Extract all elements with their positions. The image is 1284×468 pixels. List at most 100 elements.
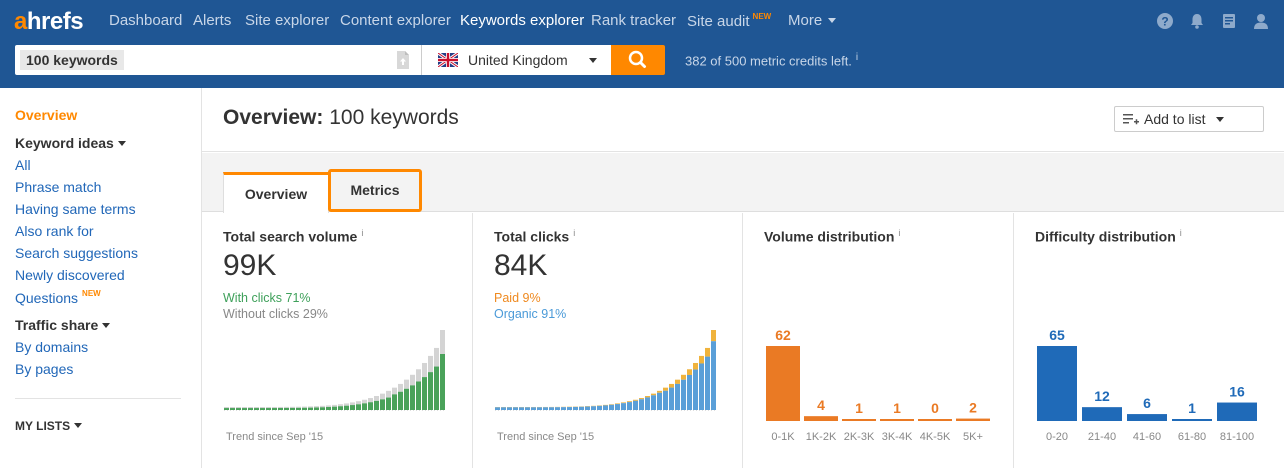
trend-bar-primary <box>272 408 277 410</box>
trend-bar-primary <box>537 407 542 410</box>
info-icon[interactable]: i <box>1179 228 1182 238</box>
trend-bar-secondary <box>242 406 247 409</box>
trend-bar-secondary <box>428 355 433 373</box>
trend-bar-primary <box>579 406 584 410</box>
card-title: Total clicks i <box>494 228 576 245</box>
trend-bar-primary <box>645 397 650 410</box>
bar[interactable] <box>1217 402 1257 421</box>
trend-bar-primary <box>356 404 361 410</box>
with-clicks-stat: With clicks 71% <box>223 291 311 305</box>
bar[interactable] <box>804 416 838 421</box>
my-lists-toggle[interactable]: MY LISTS <box>15 419 83 433</box>
bar-value-label: 0 <box>931 400 939 416</box>
info-icon[interactable]: i <box>855 52 859 63</box>
info-icon[interactable]: i <box>898 228 901 238</box>
sidebar-item-newly-discovered[interactable]: Newly discovered <box>15 267 125 283</box>
info-icon[interactable]: i <box>573 228 576 238</box>
bar[interactable] <box>1127 414 1167 421</box>
add-to-list-button[interactable]: Add to list <box>1114 106 1264 132</box>
sidebar-item-overview[interactable]: Overview <box>15 107 78 123</box>
nav-rank-tracker[interactable]: Rank tracker <box>591 12 677 29</box>
card-title: Volume distribution i <box>764 228 901 245</box>
trend-bar-secondary <box>404 379 409 389</box>
bar-value-label: 1 <box>1188 400 1196 416</box>
bar[interactable] <box>1172 419 1212 421</box>
bar[interactable] <box>1082 407 1122 421</box>
sidebar-item-all[interactable]: All <box>15 157 31 173</box>
keywords-chip[interactable]: 100 keywords <box>20 50 124 70</box>
trend-bar-secondary <box>308 406 313 408</box>
trend-bar-primary <box>561 407 566 410</box>
chevron-down-icon <box>1216 117 1224 122</box>
book-icon[interactable] <box>1219 11 1239 31</box>
bell-icon[interactable] <box>1187 11 1207 31</box>
trend-bar-secondary <box>386 390 391 398</box>
keywords-input[interactable]: 100 keywords <box>15 45 421 75</box>
sidebar-item-search-suggestions[interactable]: Search suggestions <box>15 245 138 261</box>
bar[interactable] <box>956 418 990 421</box>
tab-metrics[interactable]: Metrics <box>328 169 422 212</box>
trend-bar-secondary <box>224 407 229 409</box>
bar[interactable] <box>842 419 876 421</box>
trend-bar-primary <box>320 407 325 410</box>
trend-bar-secondary <box>398 383 403 392</box>
sidebar-section-keyword-ideas[interactable]: Keyword ideas <box>15 135 126 151</box>
trend-bar-primary <box>242 408 247 410</box>
bar-value-label: 6 <box>1143 395 1151 411</box>
nav-more[interactable]: More <box>788 12 837 29</box>
search-volume-trend-chart <box>224 330 446 411</box>
help-icon[interactable]: ? <box>1155 11 1175 31</box>
country-select[interactable]: United Kingdom <box>421 45 611 75</box>
nav-alerts[interactable]: Alerts <box>193 12 232 29</box>
user-icon[interactable] <box>1251 11 1271 31</box>
sidebar-item-also-rank-for[interactable]: Also rank for <box>15 223 94 239</box>
trend-bar-primary <box>525 407 530 410</box>
upload-file-icon[interactable] <box>396 50 410 70</box>
trend-bar-secondary <box>326 405 331 408</box>
main-content: Overview: 100 keywords Add to list Overv… <box>202 88 1284 468</box>
trend-bar-primary <box>440 354 445 410</box>
card-title: Total search volume i <box>223 228 364 245</box>
trend-bar-primary <box>675 383 680 410</box>
trend-bar-primary <box>663 390 668 410</box>
sidebar-section-traffic-share[interactable]: Traffic share <box>15 317 111 333</box>
trend-bar-primary <box>513 407 518 410</box>
trend-bar-primary <box>681 379 686 410</box>
sidebar-item-by-domains[interactable]: By domains <box>15 339 89 355</box>
bar[interactable] <box>880 419 914 421</box>
category-label: 41-60 <box>1133 431 1161 443</box>
category-label: 1K-2K <box>806 431 837 443</box>
bar[interactable] <box>766 346 800 421</box>
bar[interactable] <box>918 419 952 421</box>
nav-site-audit[interactable]: Site audit NEW <box>687 12 772 30</box>
category-label: 4K-5K <box>920 431 951 443</box>
sidebar-item-questions[interactable]: Questions NEW <box>15 289 101 306</box>
tab-overview[interactable]: Overview <box>223 172 329 213</box>
info-icon[interactable]: i <box>361 228 364 238</box>
trend-bar-primary <box>501 407 506 410</box>
trend-bar-primary <box>627 402 632 410</box>
trend-bar-secondary <box>350 402 355 406</box>
trend-bar-secondary <box>284 406 289 408</box>
chevron-down-icon <box>589 58 597 63</box>
trend-bar-secondary <box>278 406 283 409</box>
nav-keywords-explorer[interactable]: Keywords explorer <box>460 12 585 29</box>
nav-content-explorer[interactable]: Content explorer <box>340 12 451 29</box>
sidebar-item-by-pages[interactable]: By pages <box>15 361 74 377</box>
bar-value-label: 1 <box>893 400 901 416</box>
trend-bar-primary <box>591 406 596 410</box>
search-button[interactable] <box>611 45 665 75</box>
bar[interactable] <box>1037 346 1077 421</box>
trend-bar-secondary <box>266 406 271 409</box>
sidebar-item-having-same-terms[interactable]: Having same terms <box>15 201 136 217</box>
nav-site-explorer[interactable]: Site explorer <box>245 12 330 29</box>
nav-dashboard[interactable]: Dashboard <box>109 12 183 29</box>
bar-value-label: 4 <box>817 397 825 413</box>
ahrefs-logo[interactable]: ahrefs <box>14 8 84 35</box>
trend-bar-secondary <box>609 404 614 405</box>
trend-bar-primary <box>495 407 500 410</box>
trend-bar-primary <box>398 391 403 410</box>
sidebar-item-phrase-match[interactable]: Phrase match <box>15 179 102 195</box>
bar-value-label: 2 <box>969 400 977 416</box>
trend-bar-secondary <box>236 406 241 409</box>
